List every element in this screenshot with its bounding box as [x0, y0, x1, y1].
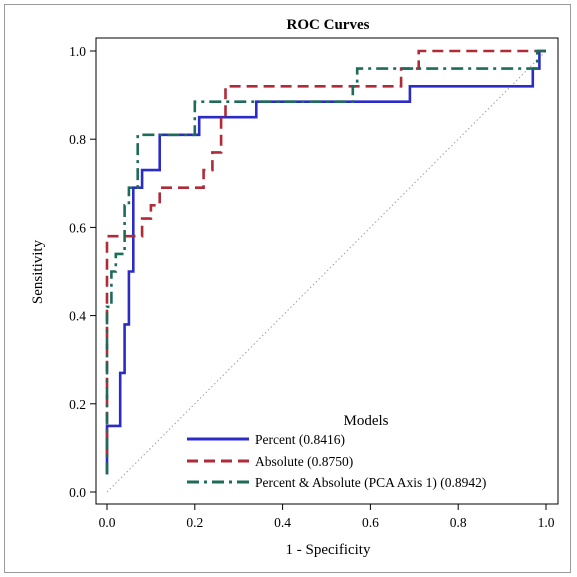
chart-frame: [4, 4, 571, 573]
y-tick-label: 0.8: [69, 132, 86, 147]
legend-entry-percent: Percent (0.8416): [255, 432, 345, 447]
legend-entry-absolute: Absolute (0.8750): [255, 454, 353, 469]
x-axis-label: 1 - Specificity: [286, 542, 371, 558]
y-tick-label: 0.2: [69, 397, 86, 412]
y-axis-label: Sensitivity: [30, 239, 46, 304]
x-axis: 0.0 0.2 0.4 0.6 0.8 1.0: [99, 504, 555, 530]
series-line-percent: [105, 49, 546, 475]
plot-area: [95, 37, 559, 505]
legend-entry-pca: Percent & Absolute (PCA Axis 1) (0.8942): [255, 475, 486, 490]
y-tick-label: 1.0: [69, 44, 86, 59]
y-axis: 0.0 0.2 0.4 0.6 0.8 1.0: [69, 44, 96, 500]
x-tick-label: 0.0: [99, 515, 116, 530]
legend: Models Percent (0.8416) Absolute (0.8750…: [187, 413, 486, 490]
reference-diagonal-line: [106, 50, 547, 493]
chart-title: ROC Curves: [287, 17, 370, 33]
x-tick-label: 0.8: [450, 515, 467, 530]
series-line-pca: [105, 49, 546, 475]
y-tick-label: 0.4: [69, 309, 86, 324]
x-tick-label: 0.2: [186, 515, 203, 530]
x-tick-label: 1.0: [538, 515, 555, 530]
series-line-absolute: [105, 49, 546, 457]
x-tick-label: 0.6: [362, 515, 379, 530]
y-tick-label: 0.0: [69, 485, 86, 500]
x-tick-label: 0.4: [274, 515, 291, 530]
legend-title: Models: [344, 413, 389, 429]
y-tick-label: 0.6: [69, 220, 86, 235]
series-group: [105, 49, 546, 475]
